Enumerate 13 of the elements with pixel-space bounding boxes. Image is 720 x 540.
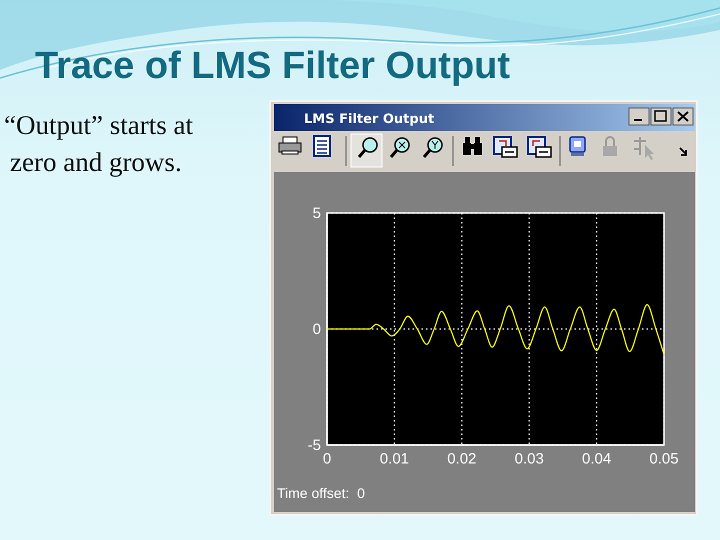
- x-tick-label: 0.01: [380, 450, 409, 468]
- x-tick-label: 0.02: [447, 450, 476, 468]
- chart-subtitle: LMS Filter Output: [304, 112, 434, 127]
- line-series: [326, 304, 665, 356]
- x-tick-label: 0.03: [514, 450, 544, 468]
- y-tick-label: 5: [312, 204, 321, 222]
- y-tick-label: 0: [312, 320, 321, 338]
- chart-title: Trace of LMS Filter Output: [35, 45, 510, 87]
- x-tick-label: 0.05: [649, 450, 679, 468]
- text: “Output” starts at zero and grows.: [4, 110, 194, 177]
- x-tick-label: 0.04: [582, 450, 612, 468]
- y-tick-label: -5: [308, 436, 321, 454]
- text: Time offset: 0: [277, 485, 366, 501]
